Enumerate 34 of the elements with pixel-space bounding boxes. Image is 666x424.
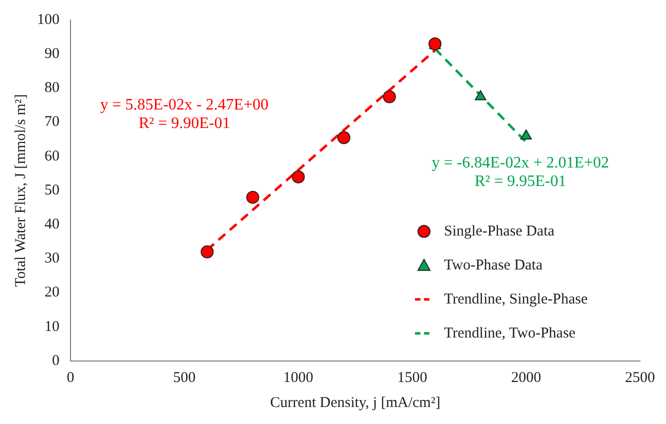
y-axis-title: Total Water Flux, J [mmol/s m²] (12, 94, 29, 287)
x-tick-label: 1000 (283, 370, 314, 386)
y-tick-label: 30 (44, 250, 60, 267)
point (520, 129, 532, 140)
y-tick-label: 90 (44, 46, 60, 62)
point (292, 170, 305, 184)
legend-label: Trendline, Single-Phase (444, 291, 588, 308)
point (246, 190, 260, 204)
y-tick-label: 40 (44, 216, 60, 233)
y-tick-label: 80 (44, 80, 60, 96)
annotation: R² = 9.90E-01 (138, 115, 230, 132)
x-tick-label: 2000 (511, 370, 542, 386)
annotation: y = 5.85E-02x - 2.47E+00 (100, 96, 269, 114)
point (382, 90, 396, 104)
x-tick-label: 2500 (625, 370, 655, 386)
y-tick-label: 10 (44, 318, 60, 335)
y-tick-label: 60 (44, 148, 60, 164)
y-tick-label: 100 (37, 12, 60, 28)
legend-label: Two-Phase Data (444, 257, 543, 274)
y-tick-label: 70 (44, 114, 60, 130)
point (337, 131, 350, 144)
y-tick-label: 50 (44, 182, 60, 198)
x-tick-label: 500 (173, 370, 196, 386)
annotation: y = -6.84E-02x + 2.01E+02 (432, 154, 610, 172)
annotation: R² = 9.95E-01 (474, 173, 566, 190)
x-axis-title: Current Density, j [mA/cm²] (270, 394, 440, 411)
legend-label: Trendline, Two-Phase (444, 325, 576, 342)
y-tick-label: 20 (44, 284, 60, 301)
y-tick-label: 0 (52, 352, 60, 369)
x-tick-label: 0 (66, 370, 74, 386)
x-tick-label: 1500 (397, 370, 428, 386)
point (200, 245, 214, 258)
legend-label: Single-Phase Data (444, 223, 555, 240)
point (474, 90, 486, 100)
